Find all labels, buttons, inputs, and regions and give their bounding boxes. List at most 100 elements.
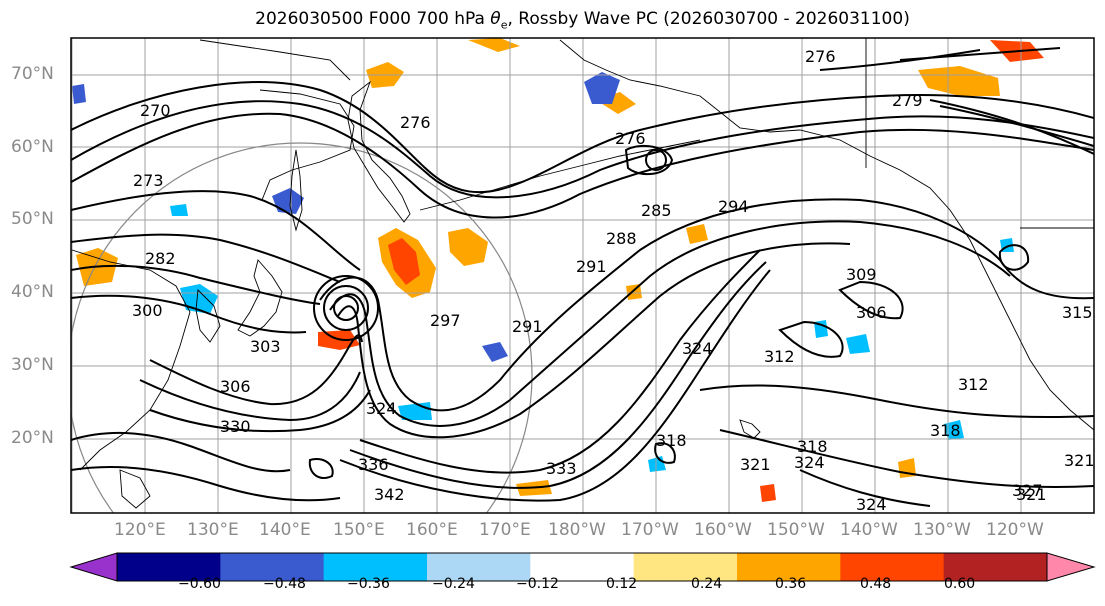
contour-label: 330 [220,417,251,436]
contour-label: 309 [846,265,877,284]
shade-pos [468,38,520,52]
contour-label: 333 [546,459,577,478]
title-theta-subscript: e [500,18,508,32]
contour-label: 291 [512,317,543,336]
contour-line [359,249,761,474]
contour-label: 306 [220,377,251,396]
shade-neg [72,84,86,104]
shade-neg [944,420,964,440]
contour-line [71,465,341,502]
contour-label: 318 [797,437,828,456]
contour-label: 318 [656,431,687,450]
colorbar-segment [737,553,841,581]
contour-line [329,220,1011,427]
coastline-korea [195,289,221,343]
lon-label-160e: 160°E [406,520,458,540]
contour-line [71,294,307,334]
lat-label-20n: 20°N [11,428,54,448]
map-title: 2026030500 F000 700 hPa θe, Rossby Wave … [0,9,1105,31]
lon-label-140w: 140°W [840,520,898,540]
lon-label-130w: 130°W [913,520,971,540]
contour-labels: 276 279 270 276 276 273 294 282 291 288 … [132,47,1095,514]
lat-label-70n: 70°N [11,64,54,84]
shade-neg [170,204,188,216]
lat-label-30n: 30°N [11,355,54,375]
contour-label: 282 [145,249,176,268]
colorbar-tick: −0.12 [516,576,559,592]
low-contour-ring [323,285,369,331]
contour-line [319,198,1094,412]
contour-label: 324 [366,399,397,418]
colorbar-tick: 0.48 [860,576,892,592]
contour-label: 324 [856,495,887,514]
title-main: 2026030500 F000 700 hPa [255,9,491,29]
lon-label-140e: 140°E [259,520,311,540]
contour-line [799,469,931,507]
contour-label: 276 [805,47,836,66]
contour-label: 321 [1064,451,1095,470]
contour-label: 312 [958,375,989,394]
coastline-hawaii [739,419,761,439]
contour-label: 276 [400,113,431,132]
colorbar-tick: −0.36 [347,576,390,592]
colorbar-tick: 0.60 [944,576,976,592]
contour-label: 303 [250,337,281,356]
contour-line [71,264,321,305]
closed-low-contours [313,149,667,341]
contour-label: 270 [140,101,171,120]
lon-label-130e: 130°E [187,520,239,540]
contour-line [149,389,371,433]
coastline-okhotsk [259,89,355,201]
coastline-sakhalin [289,149,303,232]
contour-label: 336 [358,455,389,474]
contour-label: 324 [794,453,825,472]
title-rest: , Rossby Wave PC (2026030700 - 202603110… [507,9,910,29]
coastline-japan [237,259,283,337]
colorbar-segment [943,553,1048,581]
colorbar-extend-max [1046,552,1096,582]
contour-line [71,233,341,283]
lat-label-40n: 40°N [11,282,54,302]
contour-label: 321 [1016,485,1047,504]
contour-line [998,244,1030,271]
coastline-alaska [559,39,1094,431]
shade-neg [482,342,508,362]
colorbar-segment [323,553,428,581]
colorbar-frame [116,552,1048,582]
low-contour-ring [333,295,359,321]
map-frame [70,37,1095,514]
theta-e-contours [71,47,1094,507]
shade-pos [760,484,776,502]
contour-label: 294 [718,197,749,216]
contour-line [337,242,851,439]
lon-label-170e: 170°E [479,520,531,540]
contour-label: 342 [374,485,405,504]
colorbar-segment [633,553,738,581]
contour-label: 285 [641,201,672,220]
contour-label: 273 [133,171,164,190]
lat-label-50n: 50°N [11,209,54,229]
shade-pos-core [388,238,420,285]
colorbar-tick: −0.24 [432,576,475,592]
contour-line [71,81,1094,193]
contour-line [624,144,674,176]
colorbar-tick: −0.60 [178,576,221,592]
contour-line [339,269,771,502]
contour-label: 321 [740,455,771,474]
coastline-philippines [119,469,151,509]
contour-line [699,384,1094,419]
contour-line [71,190,361,271]
contour-line [349,261,767,489]
contour-label: 297 [430,311,461,330]
colorbar-segment [117,553,221,581]
colorbar-segment [840,553,945,581]
gridlines [71,38,1094,513]
contour-label: 306 [856,303,887,322]
colorbar-tick: −0.48 [263,576,306,592]
colorbar-segment [530,553,635,581]
shade-neg [846,334,870,354]
lon-label-170w: 170°W [621,520,679,540]
contour-label: 288 [606,229,637,248]
